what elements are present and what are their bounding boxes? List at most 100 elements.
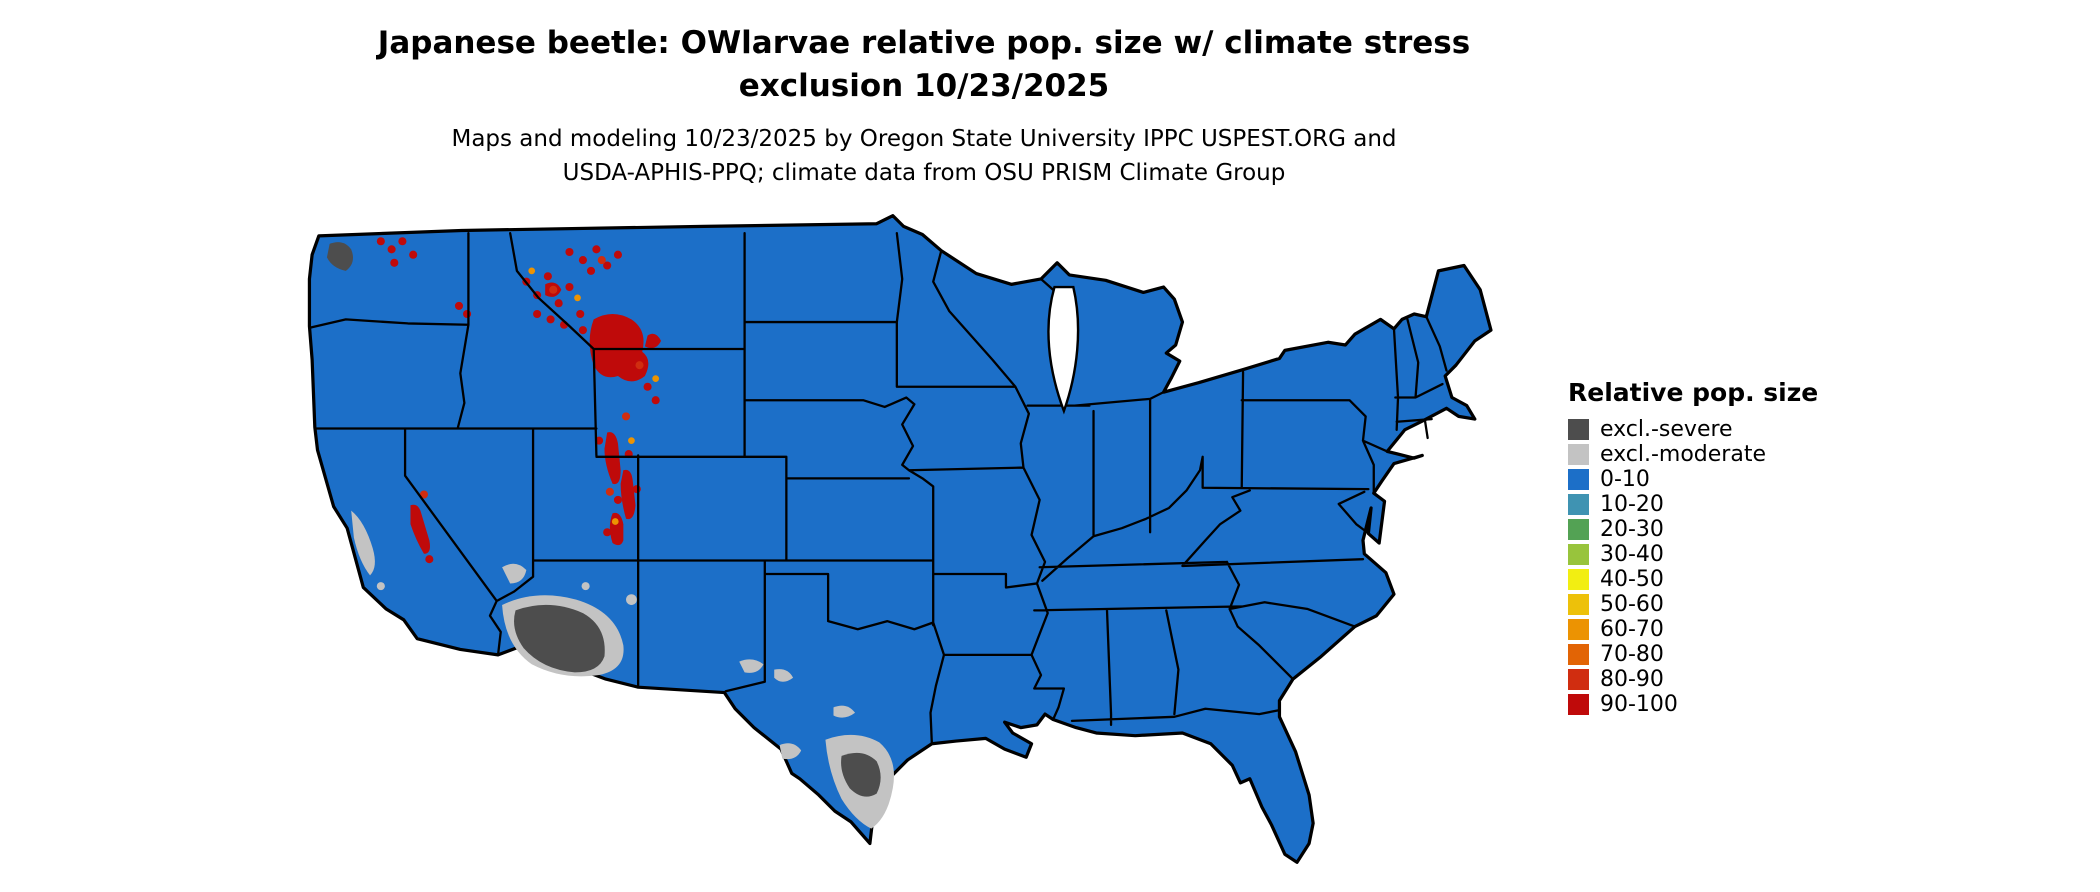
legend-item: 10-20 bbox=[1568, 492, 1818, 517]
red-patch-wasatch-1 bbox=[604, 432, 621, 485]
legend-swatch bbox=[1568, 494, 1589, 515]
state-borders bbox=[309, 232, 1448, 745]
orange-speck bbox=[574, 294, 581, 302]
legend-label: 30-40 bbox=[1600, 542, 1664, 567]
legend-label: 10-20 bbox=[1600, 492, 1664, 517]
legend-label: 0-10 bbox=[1600, 467, 1650, 492]
red-speck bbox=[565, 283, 574, 292]
red-patch-wasatch-2 bbox=[620, 469, 636, 520]
page-title: Japanese beetle: OWlarvae relative pop. … bbox=[0, 22, 1848, 108]
red-speck bbox=[376, 237, 385, 246]
red-speck bbox=[554, 299, 563, 308]
red-speck bbox=[632, 485, 641, 494]
legend-item: 30-40 bbox=[1568, 542, 1818, 567]
legend-label: 40-50 bbox=[1600, 567, 1664, 592]
legend-items: excl.-severe excl.-moderate 0-10 10-20 20-30… bbox=[1568, 417, 1818, 717]
orange-speck bbox=[628, 437, 635, 444]
red-speck bbox=[425, 555, 434, 564]
redorange-speck bbox=[605, 487, 614, 496]
red-speck bbox=[578, 326, 587, 335]
red-patch-wasatch-3 bbox=[609, 512, 624, 546]
pop-60-70-patches bbox=[528, 267, 660, 525]
red-speck bbox=[578, 256, 587, 265]
legend-item: 60-70 bbox=[1568, 617, 1818, 642]
legend-label: excl.-severe bbox=[1600, 417, 1733, 442]
lake-michigan bbox=[1047, 285, 1080, 415]
legend-swatch bbox=[1568, 569, 1589, 590]
red-speck bbox=[576, 309, 585, 319]
legend-swatch bbox=[1568, 419, 1589, 440]
pop-80-90-patches bbox=[419, 256, 644, 499]
red-patch-sierra bbox=[410, 504, 431, 554]
excl-severe-patches bbox=[326, 242, 881, 797]
legend-swatch bbox=[1568, 444, 1589, 465]
red-speck bbox=[390, 258, 399, 267]
redorange-speck bbox=[597, 256, 606, 265]
red-speck bbox=[398, 237, 407, 246]
page-subtitle: Maps and modeling 10/23/2025 by Oregon S… bbox=[0, 122, 1848, 190]
redorange-speck bbox=[419, 490, 428, 499]
red-speck bbox=[613, 495, 622, 504]
red-speck bbox=[454, 301, 464, 310]
red-speck bbox=[565, 247, 574, 257]
legend-item: excl.-moderate bbox=[1568, 442, 1818, 467]
red-speck bbox=[546, 315, 555, 324]
legend-swatch bbox=[1568, 669, 1589, 690]
legend-label: 60-70 bbox=[1600, 617, 1664, 642]
red-speck bbox=[603, 261, 612, 270]
orange-speck bbox=[652, 375, 660, 383]
legend-title: Relative pop. size bbox=[1568, 378, 1819, 407]
red-speck bbox=[409, 250, 418, 259]
redorange-speck bbox=[549, 285, 558, 294]
orange-speck bbox=[528, 267, 536, 275]
legend-item: 90-100 bbox=[1568, 692, 1818, 717]
title-line-1: Japanese beetle: OWlarvae relative pop. … bbox=[377, 25, 1471, 61]
severe-patch-arizona bbox=[514, 604, 605, 673]
severe-patch-olympic bbox=[326, 242, 353, 271]
legend-swatch bbox=[1568, 519, 1589, 540]
legend-swatch bbox=[1568, 694, 1589, 715]
subtitle-line-2: USDA-APHIS-PPQ; climate data from OSU PR… bbox=[562, 160, 1286, 186]
legend-swatch bbox=[1568, 469, 1589, 490]
legend-label: excl.-moderate bbox=[1600, 442, 1766, 467]
legend-item: 20-30 bbox=[1568, 517, 1818, 542]
legend-swatch bbox=[1568, 544, 1589, 565]
redorange-speck bbox=[635, 361, 644, 370]
legend-item: 80-90 bbox=[1568, 667, 1818, 692]
title-line-2: exclusion 10/23/2025 bbox=[738, 68, 1110, 104]
red-speck bbox=[463, 309, 472, 319]
moderate-speck bbox=[376, 582, 385, 591]
legend-label: 20-30 bbox=[1600, 517, 1664, 542]
red-speck bbox=[387, 245, 396, 254]
legend-item: 70-80 bbox=[1568, 642, 1818, 667]
red-speck bbox=[543, 272, 552, 281]
moderate-patch-nevada bbox=[502, 563, 527, 584]
severe-patch-south-texas bbox=[841, 752, 881, 797]
legend-swatch bbox=[1568, 594, 1589, 615]
subtitle-line-1: Maps and modeling 10/23/2025 by Oregon S… bbox=[451, 126, 1397, 152]
moderate-speck bbox=[581, 582, 590, 591]
red-speck bbox=[586, 266, 596, 275]
legend-label: 70-80 bbox=[1600, 642, 1664, 667]
legend: Relative pop. size excl.-severe excl.-mod… bbox=[1568, 378, 1818, 717]
moderate-patch-new-mexico-1 bbox=[739, 659, 764, 673]
legend-label: 90-100 bbox=[1600, 692, 1678, 717]
us-landmass bbox=[307, 214, 1493, 864]
legend-item: 50-60 bbox=[1568, 592, 1818, 617]
pop-90-100-patches bbox=[376, 237, 662, 564]
legend-item: 40-50 bbox=[1568, 567, 1818, 592]
legend-swatch bbox=[1568, 644, 1589, 665]
legend-label: 50-60 bbox=[1600, 592, 1664, 617]
moderate-patch-big-bend bbox=[779, 743, 802, 760]
legend-label: 80-90 bbox=[1600, 667, 1664, 692]
orange-speck bbox=[611, 518, 619, 525]
red-patch-bighorn bbox=[644, 333, 662, 349]
us-map bbox=[307, 214, 1493, 864]
red-speck bbox=[643, 382, 652, 391]
legend-item: 0-10 bbox=[1568, 467, 1818, 492]
red-speck bbox=[603, 528, 612, 537]
moderate-patch-california bbox=[351, 510, 375, 576]
moderate-patch-new-mexico-2 bbox=[774, 669, 794, 682]
moderate-speck bbox=[626, 594, 637, 605]
